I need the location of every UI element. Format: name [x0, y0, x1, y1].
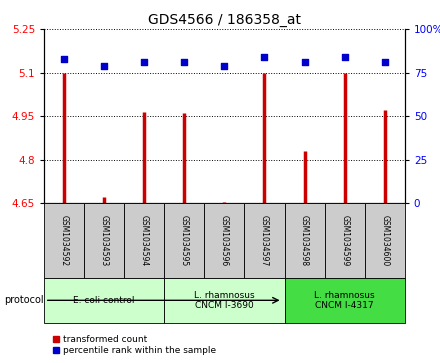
Point	[181, 59, 188, 65]
Bar	[164, 278, 285, 323]
Title: GDS4566 / 186358_at: GDS4566 / 186358_at	[148, 13, 301, 26]
Text: L. rhamnosus
CNCM I-3690: L. rhamnosus CNCM I-3690	[194, 291, 255, 310]
Bar	[365, 203, 405, 278]
Point	[141, 59, 148, 65]
Text: GSM1034593: GSM1034593	[99, 215, 109, 266]
Text: GSM1034599: GSM1034599	[340, 215, 349, 266]
Text: GSM1034592: GSM1034592	[59, 215, 69, 266]
Text: GSM1034594: GSM1034594	[140, 215, 149, 266]
Point	[101, 63, 108, 69]
Text: protocol: protocol	[4, 295, 44, 305]
Bar	[44, 203, 84, 278]
Legend: transformed count, percentile rank within the sample: transformed count, percentile rank withi…	[48, 331, 220, 359]
Bar	[44, 278, 164, 323]
Point	[341, 54, 348, 60]
Text: GSM1034595: GSM1034595	[180, 215, 189, 266]
Bar	[84, 203, 124, 278]
Point	[61, 56, 68, 62]
Bar	[245, 203, 285, 278]
Bar	[164, 203, 204, 278]
Text: GSM1034597: GSM1034597	[260, 215, 269, 266]
Point	[381, 59, 388, 65]
Text: GSM1034596: GSM1034596	[220, 215, 229, 266]
Point	[301, 59, 308, 65]
Bar	[204, 203, 245, 278]
Point	[261, 54, 268, 60]
Bar	[285, 278, 405, 323]
Text: E. coli control: E. coli control	[73, 296, 135, 305]
Bar	[124, 203, 164, 278]
Text: GSM1034600: GSM1034600	[380, 215, 389, 266]
Bar	[285, 203, 325, 278]
Point	[221, 63, 228, 69]
Text: L. rhamnosus
CNCM I-4317: L. rhamnosus CNCM I-4317	[314, 291, 375, 310]
Text: GSM1034598: GSM1034598	[300, 215, 309, 266]
Bar	[325, 203, 365, 278]
